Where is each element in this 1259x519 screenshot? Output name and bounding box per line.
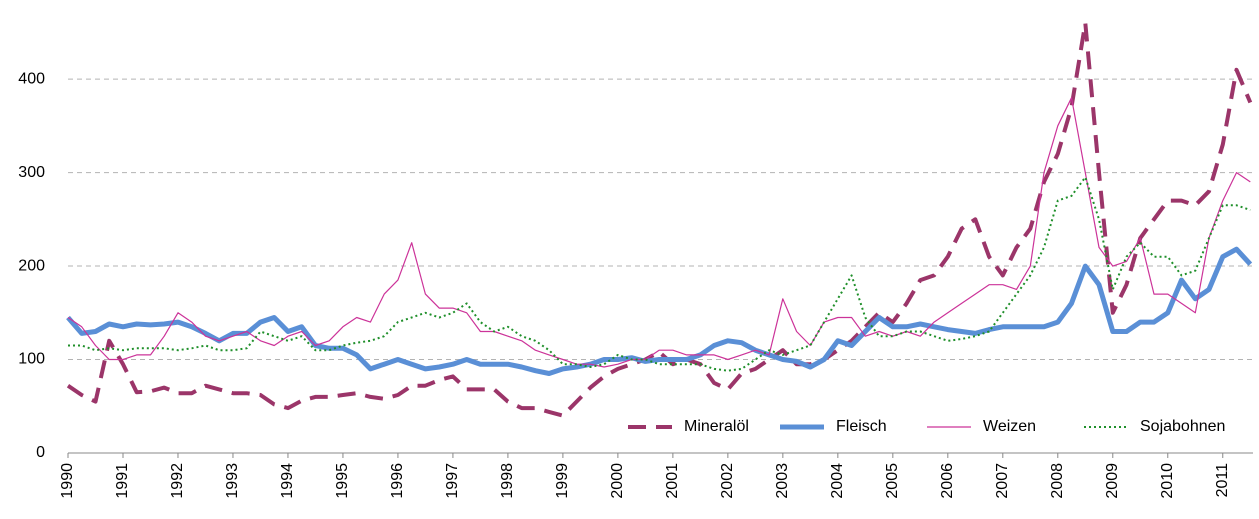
x-tick-label: 1991 [114,463,131,499]
x-tick-label: 2007 [994,463,1011,499]
x-tick-label: 2002 [719,463,736,499]
legend-label: Fleisch [836,418,887,435]
x-tick-label: 1994 [279,463,296,499]
y-tick-label: 300 [18,164,45,181]
x-tick-label: 2009 [1104,463,1121,499]
x-tick-label: 1997 [444,463,461,499]
series-line [66,21,1253,418]
y-tick-label: 400 [18,70,45,87]
x-tick-label: 2001 [664,463,681,499]
series-line [67,97,1251,368]
series-line [66,246,1253,376]
x-tick-label: 2003 [774,463,791,499]
x-tick-label: 2000 [609,463,626,499]
y-tick-label: 200 [18,257,45,274]
series-line [68,176,1251,372]
y-tick-label: 100 [18,351,45,368]
x-tick-label: 2005 [884,463,901,499]
x-tick-label: 1995 [334,463,351,499]
x-tick-label: 2006 [939,463,956,499]
x-tick-label: 1990 [59,463,76,499]
x-tick-label: 1998 [499,463,516,499]
x-tick-label: 1992 [169,463,186,499]
x-tick-label: 2008 [1049,463,1066,499]
legend-label: Weizen [983,418,1036,435]
legend-label: Sojabohnen [1140,418,1225,435]
legend-label: Mineralöl [684,418,749,435]
x-tick-label: 2004 [829,463,846,499]
x-tick-label: 2010 [1159,463,1176,499]
x-tick-label: 1999 [554,463,571,499]
y-tick-label: 0 [36,444,45,461]
x-tick-label: 1996 [389,463,406,499]
x-tick-label: 2011 [1214,463,1231,498]
x-tick-label: 1993 [224,463,241,499]
